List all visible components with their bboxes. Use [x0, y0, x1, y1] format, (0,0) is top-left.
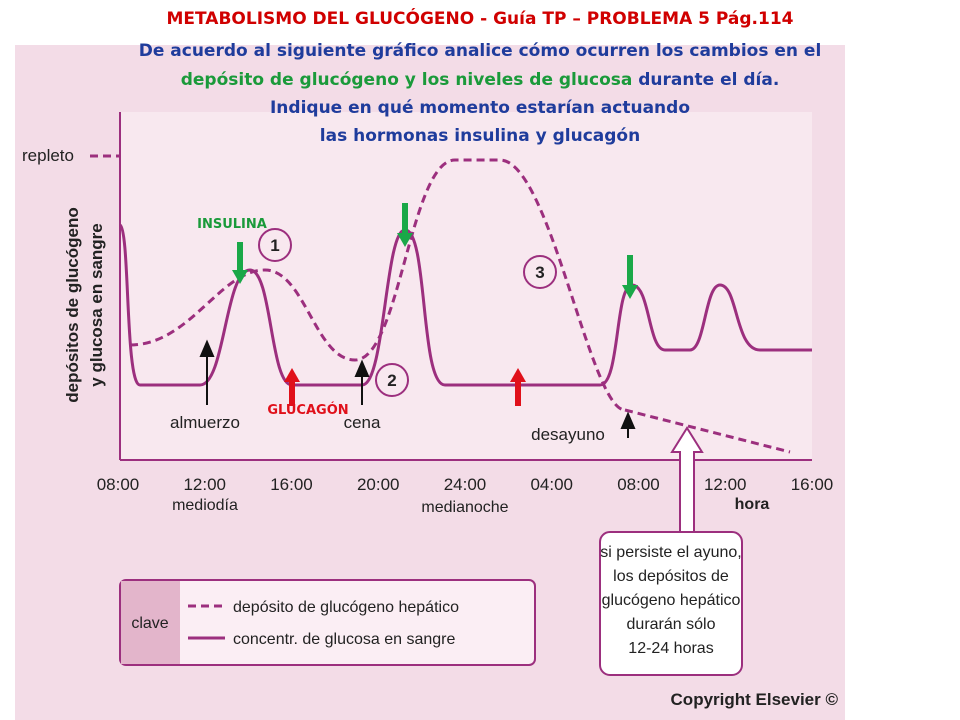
meal-label: almuerzo [170, 413, 240, 432]
question-line: De acuerdo al siguiente gráfico analice … [139, 41, 822, 61]
highlight: depósito de glucógeno y los niveles de g… [181, 70, 633, 90]
insulin-arrows [232, 203, 638, 299]
callout-box [599, 531, 743, 676]
x-tick-label: 12:00 [183, 475, 226, 494]
x-tick-label: 12:00 [704, 475, 747, 494]
question-line: Indique en qué momento estarían actuando [270, 98, 690, 118]
x-axis-label: hora [735, 496, 770, 513]
title: METABOLISMO DEL GLUCÓGENO - Guía TP – PR… [167, 7, 794, 29]
y-label: depósitos de glucógeno y glucosa en sang… [63, 207, 106, 403]
callout-line: los depósitos de [613, 568, 729, 585]
x-tick-label: 16:00 [270, 475, 313, 494]
top-label: repleto [22, 146, 74, 165]
callout-text: si persiste el ayuno, los depósitos de g… [600, 544, 741, 657]
markers: 1 2 3 [270, 236, 544, 390]
question-line: las hormonas insulina y glucagón [320, 126, 640, 146]
glucose-curve [118, 223, 812, 387]
marker: 3 [535, 263, 544, 282]
glycogen-fasting [624, 408, 791, 454]
text: durante el día. [638, 70, 779, 90]
x-tick-label: 24:00 [444, 475, 487, 494]
question-line: depósito de glucógeno y los niveles de g… [181, 70, 780, 90]
meal-label: cena [344, 413, 381, 432]
x-ticks: 08:00 12:00 16:00 20:00 24:00 04:00 08:00 12:00… [97, 475, 834, 494]
x-tick-label: 08:00 [617, 475, 660, 494]
plot-area [120, 112, 812, 460]
marker-circles [258, 228, 557, 397]
x-tick-label: 20:00 [357, 475, 400, 494]
callout-line: si persiste el ayuno, [600, 544, 741, 561]
marker: 1 [270, 236, 279, 255]
callout-line: 12-24 horas [628, 640, 713, 657]
legend-key-cell [121, 581, 180, 664]
callout-arrow [670, 426, 704, 532]
copyright: Copyright Elsevier © [671, 690, 839, 709]
x-tick-label: 16:00 [791, 475, 834, 494]
legend-entry: concentr. de glucosa en sangre [233, 631, 455, 648]
hormone-label: INSULINA [197, 217, 267, 232]
glucagon-arrows [284, 368, 526, 406]
y-label-line: y glucosa en sangre [87, 223, 106, 386]
callout-line: glucógeno hepático [602, 592, 741, 609]
y-label-line: depósitos de glucógeno [63, 207, 82, 403]
legend [119, 579, 536, 666]
meal-label: desayuno [531, 425, 605, 444]
x-sublabel: mediodía [172, 497, 238, 514]
marker: 2 [387, 371, 396, 390]
x-tick-label: 08:00 [97, 475, 140, 494]
hormone-label: GLUCAGÓN [267, 402, 348, 418]
callout-line: durarán sólo [627, 616, 716, 633]
meal-arrows [199, 339, 636, 438]
legend-key: clave [131, 615, 168, 632]
x-sublabel: medianoche [421, 499, 508, 516]
x-tick-label: 04:00 [530, 475, 573, 494]
legend-entry: depósito de glucógeno hepático [233, 599, 459, 616]
